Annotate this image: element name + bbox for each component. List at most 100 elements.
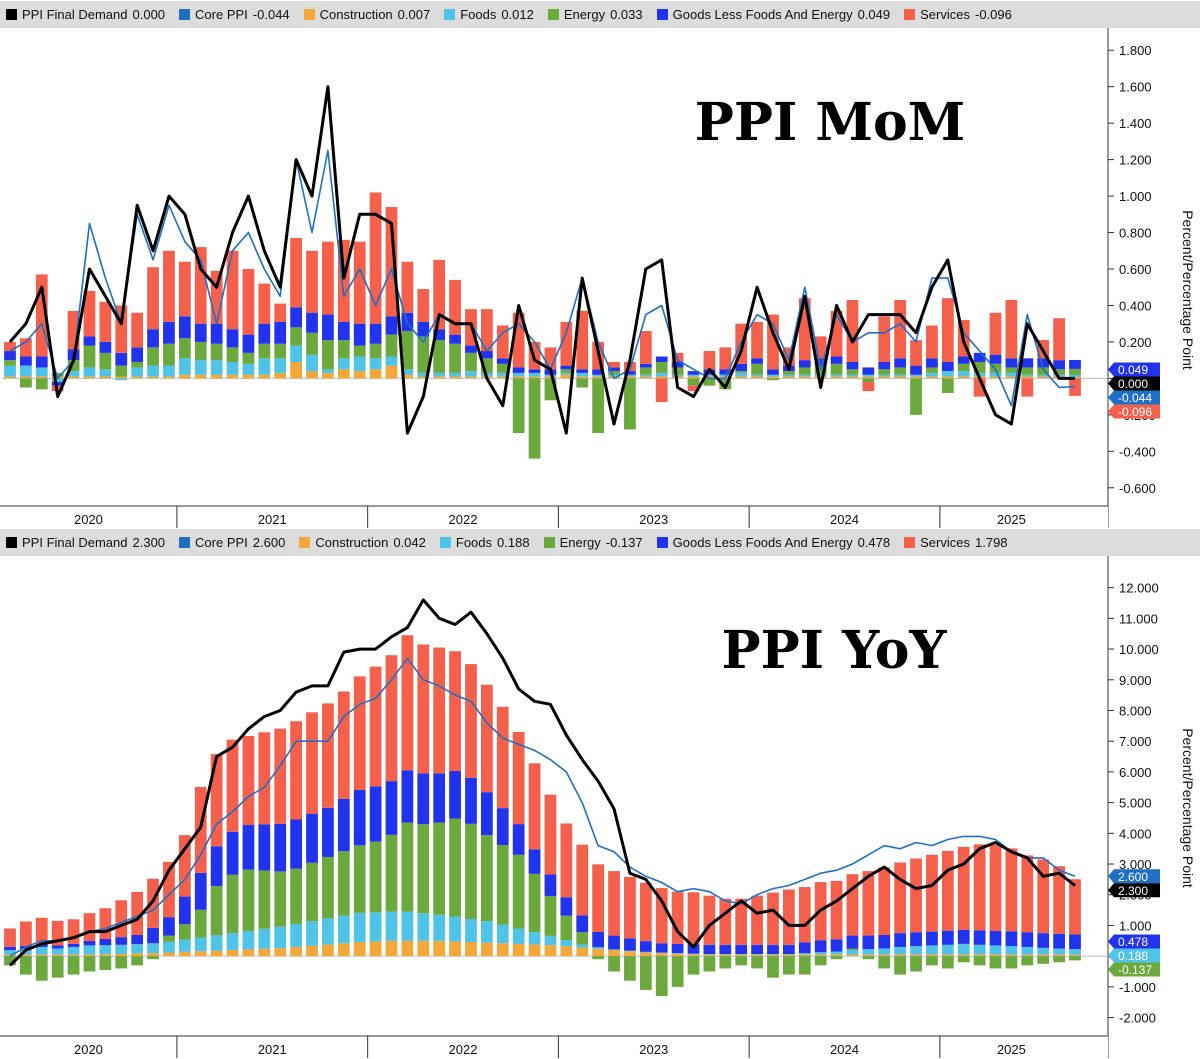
mom-bar-services xyxy=(512,312,525,368)
mom-bar-services xyxy=(480,309,493,352)
mom-bar-goods-less-foods-and-energy xyxy=(131,347,144,362)
yoy-bar-energy xyxy=(544,895,557,936)
yoy-bar-services xyxy=(1005,848,1018,932)
mom-bar-foods xyxy=(194,360,207,375)
mom-bar-foods xyxy=(767,374,779,377)
mom-bar-construction xyxy=(353,371,366,379)
mom-bar-foods xyxy=(1037,374,1050,377)
mom-value-tag-label: -0.096 xyxy=(1118,405,1152,419)
mom-value-tag xyxy=(1108,404,1160,419)
mom-x-year-label: 2020 xyxy=(74,512,103,527)
mom-bar-foods xyxy=(878,374,891,377)
yoy-bar-construction xyxy=(369,941,382,957)
mom-bar-construction xyxy=(560,374,573,379)
yoy-bar-construction xyxy=(719,954,732,957)
mom-bar-goods-less-foods-and-energy xyxy=(1021,358,1034,368)
yoy-bar-construction xyxy=(1037,954,1050,957)
yoy-bar-foods xyxy=(544,935,557,946)
mom-bar-energy xyxy=(512,378,525,434)
yoy-bar-goods-less-foods-and-energy xyxy=(210,846,223,887)
yoy-bar-goods-less-foods-and-energy xyxy=(67,943,80,947)
yoy-bar-foods xyxy=(290,923,303,947)
mom-bar-services xyxy=(767,314,779,370)
yoy-bar-services xyxy=(322,703,334,808)
mom-bar-services xyxy=(258,283,271,324)
mom-bar-goods-less-foods-and-energy xyxy=(862,367,875,375)
mom-y-tick-label: 0.200 xyxy=(1119,335,1152,350)
yoy-bar-energy xyxy=(862,956,875,960)
yoy-bar-goods-less-foods-and-energy xyxy=(274,823,287,872)
yoy-bar-energy xyxy=(322,856,334,919)
legend-item-services: Services -0.096 xyxy=(904,7,1012,22)
mom-y-tick-label: 0.800 xyxy=(1119,226,1152,241)
yoy-bar-services xyxy=(226,739,239,832)
yoy-bar-construction xyxy=(941,954,954,957)
legend-label: Goods Less Foods And Energy xyxy=(672,535,853,550)
yoy-x-year-label: 2020 xyxy=(74,1042,103,1057)
mom-bar-goods-less-foods-and-energy xyxy=(163,321,175,344)
legend-value: 0.049 xyxy=(857,7,891,22)
mom-bar-construction xyxy=(941,376,954,379)
mom-bar-foods xyxy=(639,374,652,377)
yoy-value-tag-label: -0.137 xyxy=(1118,963,1152,977)
yoy-y-tick-label: 7.000 xyxy=(1119,734,1152,749)
mom-bar-goods-less-foods-and-energy xyxy=(719,369,732,375)
yoy-bar-services xyxy=(671,891,684,944)
mom-bar-services xyxy=(608,361,620,368)
yoy-bar-services xyxy=(767,892,779,945)
mom-bar-foods xyxy=(337,358,350,370)
yoy-bar-foods xyxy=(242,930,255,950)
legend-value: 2.300 xyxy=(132,535,166,550)
mom-bar-goods-less-foods-and-energy xyxy=(814,358,827,366)
yoy-bar-services xyxy=(655,887,668,944)
yoy-bar-goods-less-foods-and-energy xyxy=(480,792,493,836)
yoy-bar-construction xyxy=(687,954,700,957)
yoy-bar-construction xyxy=(878,954,891,957)
mom-bar-goods-less-foods-and-energy xyxy=(115,352,128,366)
yoy-bar-foods xyxy=(226,933,239,951)
mom-bar-foods xyxy=(274,358,287,373)
yoy-bar-services xyxy=(1053,866,1065,934)
legend-value: 0.042 xyxy=(393,535,426,550)
yoy-line-core-ppi xyxy=(9,657,1076,957)
yoy-bar-foods xyxy=(719,954,732,955)
yoy-x-year-label: 2025 xyxy=(997,1042,1026,1057)
yoy-bar-foods xyxy=(115,944,128,955)
mom-bar-goods-less-foods-and-energy xyxy=(846,361,859,370)
yoy-bar-foods xyxy=(417,913,430,941)
yoy-bar-energy xyxy=(178,924,191,940)
yoy-bar-energy xyxy=(163,935,175,942)
mom-bar-energy xyxy=(465,352,477,372)
mom-bar-energy xyxy=(671,367,684,375)
yoy-bar-goods-less-foods-and-energy xyxy=(655,943,668,953)
mom-chart: 1.800 1.600 1.400 1.200 1.000 0.800 0.600 0.400… xyxy=(0,28,1196,528)
mom-bar-construction xyxy=(592,376,605,379)
yoy-bar-energy xyxy=(719,956,732,969)
yoy-bar-energy xyxy=(337,851,350,916)
mom-bar-construction xyxy=(703,376,716,379)
yoy-y-axis-title: Percent/Percentage Point xyxy=(1180,728,1196,888)
yoy-bar-energy xyxy=(401,822,414,912)
yoy-bar-construction xyxy=(35,954,48,957)
yoy-bar-foods xyxy=(624,950,636,952)
yoy-value-tag-label: 2.600 xyxy=(1118,870,1148,884)
mom-bar-services xyxy=(163,250,175,322)
yoy-bar-services xyxy=(337,691,350,799)
yoy-bar-services xyxy=(115,900,128,938)
mom-y-tick-label: 1.200 xyxy=(1119,153,1152,168)
yoy-bar-energy xyxy=(1053,956,1065,963)
yoy-bar-energy xyxy=(624,956,636,981)
yoy-bar-services xyxy=(989,844,1002,931)
mom-bar-energy xyxy=(433,340,446,373)
mom-bar-goods-less-foods-and-energy xyxy=(528,369,541,373)
mom-bar-energy xyxy=(147,347,159,366)
yoy-bar-services xyxy=(798,887,811,943)
yoy-bar-foods xyxy=(894,946,907,955)
yoy-bar-construction xyxy=(401,940,414,957)
mom-bar-services xyxy=(67,310,80,350)
mom-bar-goods-less-foods-and-energy xyxy=(306,312,318,333)
yoy-bar-goods-less-foods-and-energy xyxy=(560,897,573,916)
mom-bar-foods xyxy=(51,378,64,383)
mom-bar-services xyxy=(353,241,366,324)
yoy-bar-goods-less-foods-and-energy xyxy=(290,819,303,869)
